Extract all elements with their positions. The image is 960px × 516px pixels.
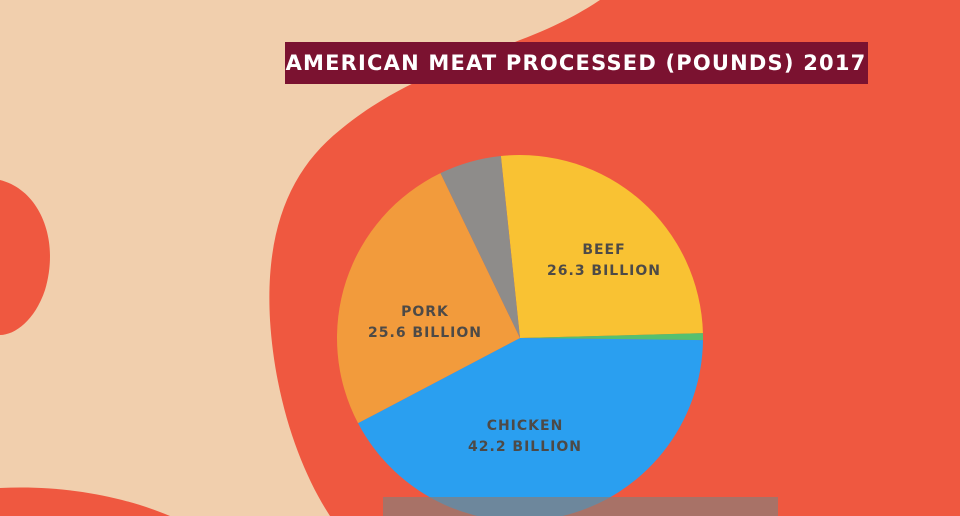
background-shape <box>0 487 170 516</box>
slice-label: CHICKEN <box>487 418 564 434</box>
pie-slice <box>500 154 703 338</box>
chart-title: AMERICAN MEAT PROCESSED (POUNDS) 2017 <box>286 51 867 75</box>
value-label: 26.3 BILLION <box>547 263 661 279</box>
background-shape <box>0 180 50 335</box>
caption-box <box>383 497 778 516</box>
pie-slice <box>520 333 703 341</box>
pie: BEEF 26.3 BILLION CHICKEN 42.2 BILLION PORK 2… <box>337 154 703 516</box>
pie-slice <box>358 338 703 516</box>
title-box <box>285 42 868 84</box>
value-label: 25.6 BILLION <box>368 325 482 341</box>
pie-slice <box>440 156 520 338</box>
slice-label: PORK <box>401 304 449 320</box>
slice-label: BEEF <box>582 242 625 258</box>
value-label: 42.2 BILLION <box>468 439 582 455</box>
pie-slice <box>337 173 520 424</box>
